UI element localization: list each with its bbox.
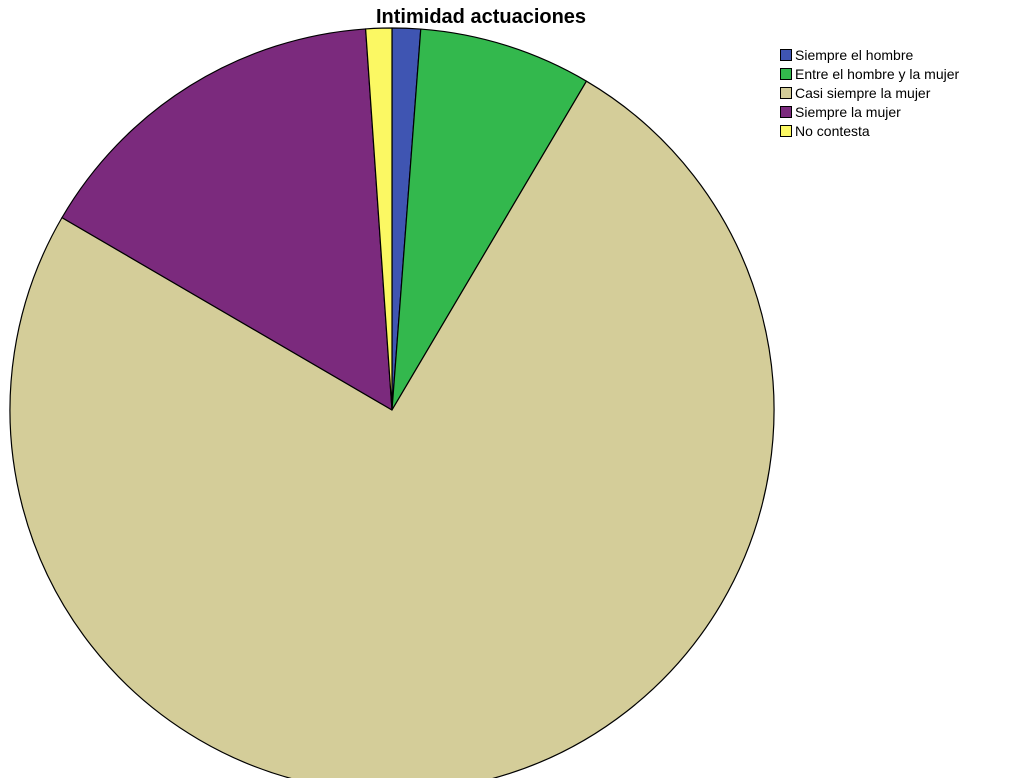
legend: Siempre el hombre Entre el hombre y la m… [780, 45, 959, 140]
legend-item: Casi siempre la mujer [780, 83, 959, 102]
chart-title: Intimidad actuaciones [376, 6, 587, 28]
legend-swatch [780, 67, 792, 80]
legend-item: Siempre la mujer [780, 102, 959, 121]
legend-swatch [780, 105, 792, 118]
pie-slice [9, 80, 775, 778]
pie-slice [365, 27, 393, 411]
legend-label: Siempre el hombre [795, 46, 914, 63]
legend-label: Entre el hombre y la mujer [795, 65, 960, 82]
legend-swatch [780, 124, 792, 137]
legend-item: Siempre el hombre [780, 45, 959, 64]
legend-item: Entre el hombre y la mujer [780, 64, 959, 83]
legend-label: No contesta [795, 122, 870, 139]
pie-slice [61, 28, 393, 411]
legend-label: Siempre la mujer [795, 103, 901, 120]
legend-item: No contesta [780, 121, 959, 140]
legend-swatch [780, 86, 792, 99]
legend-label: Casi siempre la mujer [795, 84, 931, 101]
pie-slices [9, 27, 775, 778]
pie-slice [391, 28, 588, 411]
legend-swatch [780, 48, 792, 61]
